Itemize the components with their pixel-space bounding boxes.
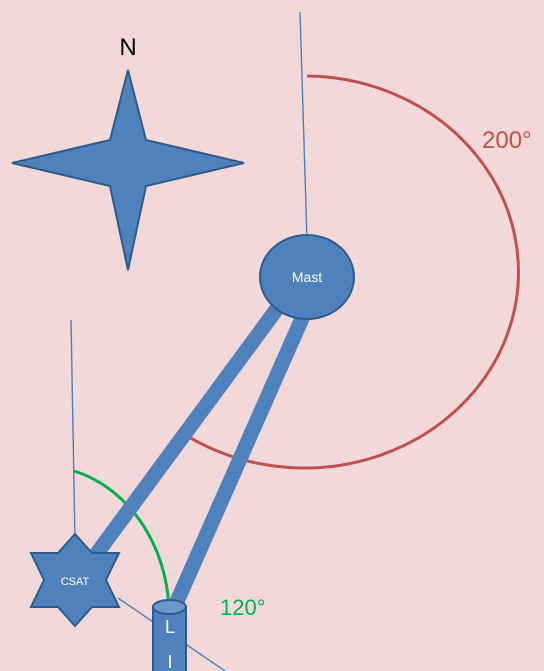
mast-node	[259, 234, 355, 320]
mast-angle-label: 200°	[482, 127, 532, 154]
csat-label: CSAT	[61, 576, 90, 588]
mast-angle-arc	[183, 74, 520, 470]
north-label: N	[119, 34, 136, 61]
csat-node	[29, 532, 121, 628]
l-cylinder-node	[152, 599, 187, 671]
csat-angle-label: 120°	[220, 595, 266, 620]
l-label: L	[165, 617, 175, 637]
mast-to-csat-link	[85, 301, 286, 565]
compass-star-icon	[11, 69, 245, 271]
csat-north-line	[70, 319, 76, 541]
mast-label: Mast	[292, 269, 322, 285]
l-lower-label: I	[167, 652, 172, 671]
mast-north-line	[299, 11, 308, 241]
mast-to-l-link	[168, 310, 311, 610]
